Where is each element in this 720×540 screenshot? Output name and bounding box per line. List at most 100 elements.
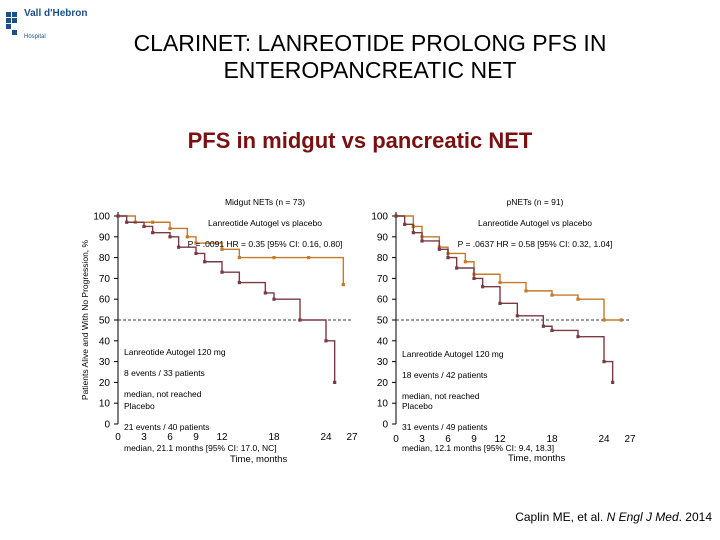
pnet-y-tick-label: 70	[377, 274, 389, 285]
pnet-header-line1: pNETs (n = 91)	[506, 196, 564, 207]
midgut-x-tick-label: 18	[268, 432, 280, 443]
pnet-x-tick-label: 12	[494, 434, 506, 445]
pnet-lanreotide-censor-mark	[576, 297, 580, 301]
midgut-lanreotide-censor-mark	[341, 283, 345, 287]
midgut-pla-l2: 21 events / 40 patients	[124, 421, 210, 432]
midgut-header-line1: Midgut NETs (n = 73)	[224, 196, 306, 207]
midgut-x-tick-label: 6	[167, 432, 173, 443]
citation-year: . 2014	[678, 510, 712, 524]
midgut-placebo-censor-mark	[203, 260, 207, 264]
citation-journal: N Engl J Med	[606, 510, 679, 524]
pnet-y-tick-label: 40	[377, 336, 389, 347]
pnet-y-tick-label: 30	[377, 357, 389, 368]
midgut-lanreotide-censor-mark	[220, 247, 224, 251]
midgut-lan-l2: 8 events / 33 patients	[124, 367, 205, 378]
midgut-y-tick-label: 20	[99, 378, 111, 389]
midgut-lanreotide-censor-mark	[237, 256, 241, 260]
midgut-placebo-censor-mark	[324, 339, 328, 343]
pnet-lanreotide-censor-mark	[619, 318, 623, 322]
midgut-header-line2: Lanreotide Autogel vs placebo	[208, 217, 322, 228]
pnet-pla-l2: 31 events / 49 patients	[402, 421, 488, 432]
pnet-header-line2: Lanreotide Autogel vs placebo	[478, 217, 592, 228]
pnet-placebo-censor-mark	[472, 276, 476, 280]
pnet-panel: 0 10 20 30 40 50 60 70 80 90 100 0 3 6 9 12 18 24 27	[371, 212, 636, 446]
pnet-placebo-censor-mark	[481, 285, 485, 289]
pnet-placebo-censor-mark	[455, 266, 459, 270]
slide-title: CLARINET: LANREOTIDE PROLONG PFS IN ENTE…	[133, 30, 607, 83]
logo-subtext: Hospital	[24, 34, 46, 40]
pnet-x-tick-label: 0	[393, 434, 399, 445]
midgut-header: Midgut NETs (n = 73) Lanreotide Autogel …	[150, 186, 380, 260]
midgut-panel: 0 10 20 30 40 50 60 70 80 90 100 0 3 6 9 12 18 24 27	[93, 212, 358, 444]
midgut-lanreotide-censor-mark	[185, 235, 189, 239]
pnet-placebo-censor-mark	[576, 335, 580, 339]
pnet-placebo-censor-mark	[515, 314, 519, 318]
pnet-lanreotide-censor-mark	[602, 318, 606, 322]
pnet-placebo-censor-mark	[411, 231, 415, 235]
pnet-lan-l3: median, not reached	[402, 390, 480, 401]
midgut-x-tick-label: 12	[216, 432, 228, 443]
midgut-x-tick-label: 0	[115, 432, 121, 443]
pnet-lanreotide-censor-mark	[463, 260, 467, 264]
pnet-x-tick-label: 3	[419, 434, 425, 445]
midgut-y-tick-label: 70	[99, 274, 111, 285]
pnet-pla-l1: Placebo	[402, 400, 433, 411]
midgut-lanreotide-censor-mark	[194, 241, 198, 245]
slide-subtitle: PFS in midgut vs pancreatic NET	[187, 128, 533, 153]
midgut-placebo-censor-mark	[220, 270, 224, 274]
midgut-placebo-censor-mark	[151, 231, 155, 235]
midgut-x-tick-label: 9	[193, 432, 199, 443]
midgut-placebo-censor-mark	[194, 251, 198, 256]
pnet-lanreotide-censor-mark	[498, 280, 502, 285]
midgut-x-axis-label: Time, months	[230, 454, 288, 465]
pnet-placebo-censor-mark	[446, 256, 450, 260]
pnet-y-tick-label: 100	[371, 212, 388, 223]
pnet-placebo-censor-mark	[394, 214, 398, 218]
pnet-x-tick-label: 9	[471, 434, 477, 445]
pnet-placebo-censor-mark	[437, 247, 441, 251]
midgut-lanreotide-curve	[118, 215, 345, 285]
midgut-header-line3: P = .0091 HR = 0.35 [95% CI: 0.16, 0.80]	[187, 238, 343, 249]
pnet-placebo-censor-mark	[550, 328, 554, 332]
midgut-y-tick-label: 10	[99, 399, 111, 410]
pnet-placebo-censor-mark	[403, 222, 407, 226]
midgut-pla-l3: median, 21.1 months [95% CI: 17.0, NC]	[124, 442, 277, 453]
midgut-lanreotide-censor-mark	[272, 256, 276, 260]
midgut-pla-l1: Placebo	[124, 400, 155, 411]
pnet-y-tick-label: 10	[377, 399, 389, 410]
midgut-placebo-censor-mark	[168, 235, 172, 239]
midgut-lan-l1: Lanreotide Autogel 120 mg	[124, 346, 226, 357]
pnet-placebo-censor-mark	[541, 324, 545, 328]
pnet-x-axis-label: Time, months	[508, 453, 566, 464]
midgut-y-tick-label: 40	[99, 336, 111, 347]
midgut-placebo-censor-mark	[125, 220, 129, 224]
midgut-lan-l3: median, not reached	[124, 388, 202, 399]
pnet-x-tick-label: 27	[624, 434, 636, 445]
midgut-lanreotide-censor-mark	[168, 226, 172, 231]
pnet-y-tick-label: 0	[382, 420, 388, 431]
pnet-x-tick-label: 18	[546, 434, 558, 445]
midgut-lanreotide-censor-mark	[151, 220, 155, 224]
midgut-placebo-censor-mark	[237, 280, 241, 285]
midgut-lanreotide-label: Lanreotide Autogel 120 mg 8 events / 33 …	[124, 336, 226, 410]
pnet-lanreotide-censor-mark	[524, 289, 528, 293]
pnet-y-tick-label: 20	[377, 378, 389, 389]
midgut-placebo-censor-mark	[142, 224, 146, 228]
logo-cross-icon	[6, 12, 17, 35]
pnet-placebo-censor-mark	[498, 301, 502, 305]
hospital-logo: Vall d'Hebron Hospital	[4, 6, 114, 46]
pnet-lan-l1: Lanreotide Autogel 120 mg	[402, 348, 504, 359]
midgut-x-tick-label: 27	[346, 432, 358, 443]
pnet-placebo-censor-mark	[602, 360, 606, 364]
midgut-x-tick-label: 24	[320, 432, 332, 443]
midgut-y-tick-label: 100	[93, 212, 110, 223]
citation: Caplin ME, et al. N Engl J Med. 2014	[440, 510, 712, 524]
pnet-lanreotide-censor-mark	[550, 293, 554, 297]
midgut-y-tick-label: 90	[99, 232, 111, 243]
pnet-pla-l3: median, 12.1 months [95% CI: 9.4, 18.3]	[402, 442, 555, 453]
midgut-placebo-censor-mark	[177, 245, 181, 249]
midgut-placebo-censor-mark	[263, 291, 267, 295]
pnet-lan-l2: 18 events / 42 patients	[402, 369, 488, 380]
midgut-y-tick-label: 80	[99, 253, 111, 264]
pnet-y-tick-label: 60	[377, 295, 389, 306]
